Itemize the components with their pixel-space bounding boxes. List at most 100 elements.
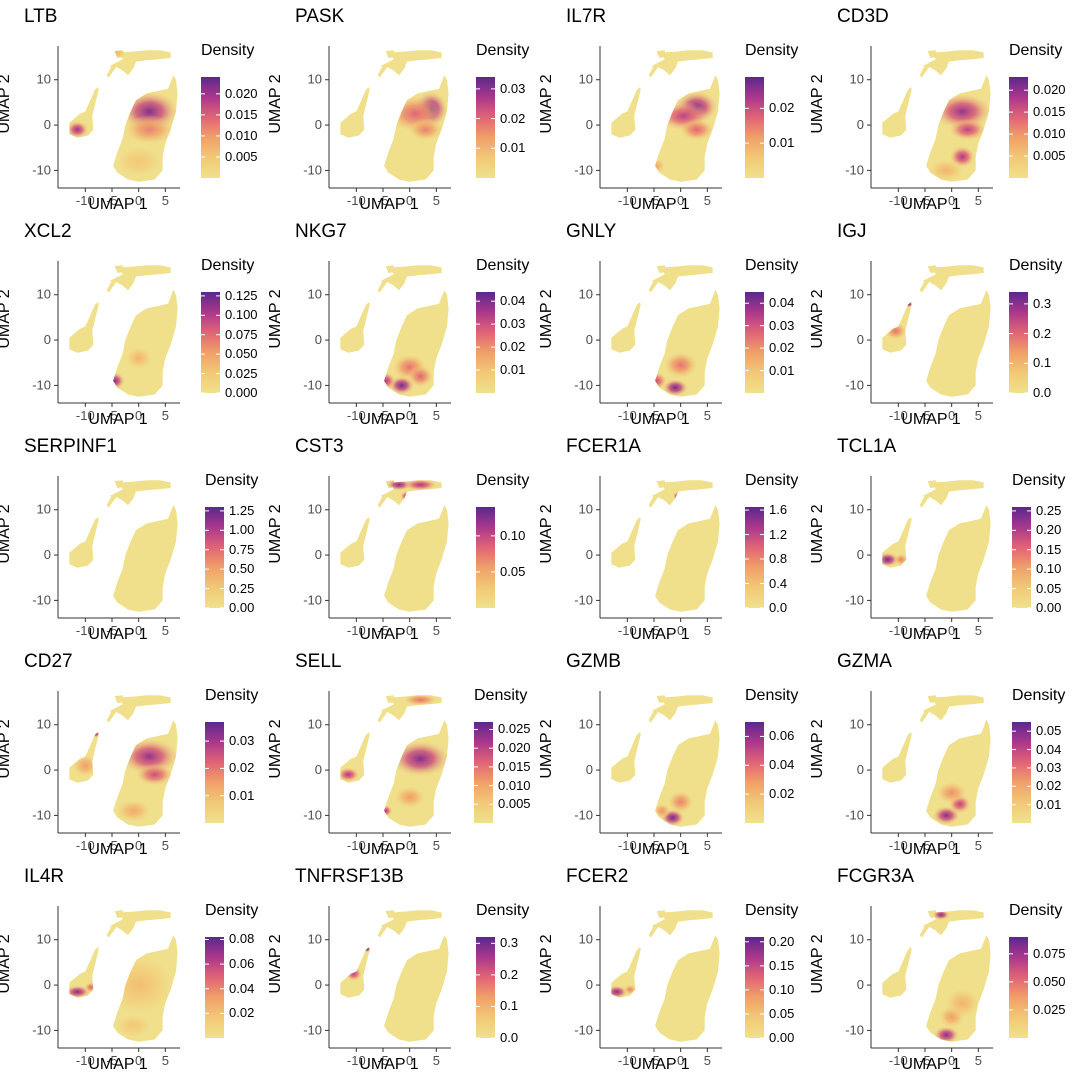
y-tick-label: 0: [315, 762, 322, 777]
y-tick-label: 0: [44, 977, 51, 992]
legend-colorbar: [476, 292, 495, 393]
y-axis-title: UMAP 2: [809, 504, 826, 564]
top-island-small: [927, 695, 938, 703]
legend-tick-label: 0.2: [500, 966, 519, 982]
y-tick-label: 0: [315, 117, 322, 132]
panel-title: PASK: [295, 6, 345, 27]
x-tick-label: -5: [377, 1053, 389, 1068]
main-cluster: [655, 935, 720, 1042]
umap-plot-svg: -10 -5 0 5 10 0 -10: [32, 476, 224, 638]
top-island-small: [385, 910, 396, 918]
x-tick-label: -5: [919, 193, 931, 208]
legend-colorbar: [745, 937, 764, 1038]
legend-tick-label: 0.05: [500, 563, 526, 579]
legend-tick-label: 0.15: [1036, 541, 1062, 557]
legend-tick-label: 0.050: [1033, 973, 1066, 989]
density-panel-sell: -10 -5 0 5 10 0 -10 0.025 0.020 0.015 0.010 0.005 SE…: [267, 651, 542, 866]
x-tick-label: -10: [889, 1053, 908, 1068]
umap-plot-svg: -10 -5 0 5 10 0 -10: [303, 691, 493, 853]
legend-tick-label: 0.125: [225, 287, 258, 303]
y-axis-title: UMAP 2: [267, 289, 284, 349]
x-tick-label: -10: [76, 623, 95, 638]
x-tick-label: -5: [106, 838, 118, 853]
density-hotspot: [884, 322, 907, 340]
density-hotspot: [403, 695, 438, 706]
y-tick-label: -10: [32, 807, 51, 822]
y-tick-label: 10: [37, 717, 51, 732]
density-hotspot: [948, 118, 987, 141]
top-island: [651, 50, 713, 76]
connector-strand: [648, 495, 659, 508]
density-hotspot: [978, 715, 989, 725]
legend-tick-label: 0.3: [1033, 295, 1052, 311]
x-tick-label: 0: [948, 838, 955, 853]
top-island: [922, 265, 984, 291]
connector-strand: [919, 710, 930, 723]
x-tick-label: 0: [948, 1053, 955, 1068]
x-tick-label: 0: [406, 623, 413, 638]
top-island-small: [656, 265, 667, 273]
x-tick-label: 5: [704, 838, 711, 853]
y-tick-label: 0: [857, 547, 864, 562]
density-hotspot: [611, 985, 628, 999]
panel-title: XCL2: [24, 221, 72, 242]
x-tick-label: -5: [377, 623, 389, 638]
density-hotspots: [929, 93, 991, 182]
panel-title: SELL: [295, 651, 342, 672]
y-axis-title: UMAP 2: [538, 504, 555, 564]
cell-embedding: [340, 480, 449, 612]
connector-strand: [648, 925, 659, 938]
legend-tick-label: 0.02: [229, 760, 255, 776]
cell-embedding: [882, 910, 991, 1042]
y-tick-label: 0: [44, 547, 51, 562]
y-tick-label: 10: [579, 932, 593, 947]
legend-tick-label: 0.03: [229, 733, 255, 749]
top-island-small: [385, 695, 396, 703]
x-axis-title: UMAP 1: [88, 1056, 148, 1073]
x-tick-label: -5: [919, 1053, 931, 1068]
density-hotspots: [611, 984, 636, 999]
y-tick-label: 10: [850, 287, 864, 302]
density-hotspots: [375, 354, 434, 395]
panel-title: GNLY: [566, 221, 617, 242]
density-hotspot: [408, 118, 443, 141]
y-tick-label: 10: [850, 502, 864, 517]
y-tick-label: 0: [586, 332, 593, 347]
y-tick-label: 0: [44, 762, 51, 777]
umap-plot-svg: -10 -5 0 5 10 0 -10: [845, 261, 1028, 423]
b-cell-cluster: [69, 301, 99, 353]
density-panel-fcer1a: -10 -5 0 5 10 0 -10 1.6 1.2 0.8 0.4 0.0 FCER1A UMAP 1…: [538, 436, 813, 651]
legend-tick-label: 0.2: [1033, 325, 1052, 341]
x-tick-label: -10: [76, 838, 95, 853]
legend-tick-label: 0.015: [1033, 104, 1066, 120]
legend-tick-label: 0.50: [229, 561, 255, 577]
b-cell-cluster: [882, 731, 912, 783]
x-tick-label: 0: [135, 623, 142, 638]
legend-tick-label: 0.10: [1036, 561, 1062, 577]
legend-tick-label: 0.020: [1033, 82, 1066, 98]
panel-title: CST3: [295, 436, 344, 457]
connector-strand: [919, 65, 930, 78]
umap-plot-svg: -10 -5 0 5 10 0 -10: [303, 261, 495, 423]
legend-title: Density: [476, 472, 530, 489]
main-cluster: [384, 935, 449, 1042]
x-tick-label: -10: [347, 193, 366, 208]
y-tick-label: 10: [308, 72, 322, 87]
y-tick-label: 10: [579, 717, 593, 732]
density-hotspot: [108, 50, 126, 59]
x-tick-label: 5: [704, 193, 711, 208]
density-panel-fcgr3a: -10 -5 0 5 10 0 -10 0.075 0.050 0.025 FCGR3A UMAP 1…: [809, 866, 1084, 1081]
legend-tick-label: 0.03: [1036, 759, 1062, 775]
density-panel-fcer2: -10 -5 0 5 10 0 -10 0.20 0.15 0.10 0.05 0.00 FCER2 UM…: [538, 866, 813, 1081]
x-tick-label: 5: [704, 623, 711, 638]
x-tick-label: 0: [135, 1053, 142, 1068]
b-cell-cluster: [340, 516, 370, 568]
y-tick-label: -10: [32, 377, 51, 392]
umap-plot-svg: -10 -5 0 5 10 0 -10: [32, 261, 220, 423]
x-tick-label: -10: [76, 1053, 95, 1068]
x-tick-label: 5: [975, 408, 982, 423]
top-island-small: [656, 50, 667, 58]
legend-tick-label: 0.020: [498, 740, 531, 756]
legend-colorbar: [205, 722, 224, 823]
legend-title: Density: [1009, 902, 1063, 919]
